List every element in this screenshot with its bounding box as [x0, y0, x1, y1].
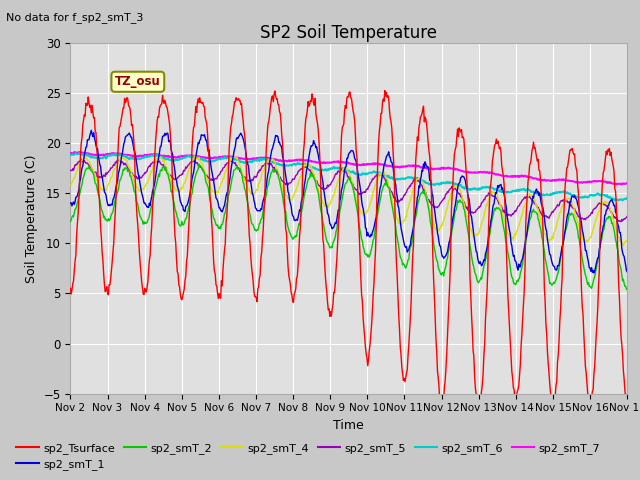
- sp2_smT_2: [221, 211, 228, 216]
- sp2_Tsurface: [134, 222, 141, 228]
- sp2_smT_2: [67, 219, 74, 225]
- sp2_smT_4: [67, 181, 74, 187]
- sp2_Tsurface: [438, 408, 445, 413]
- Text: No data for f_sp2_smT_3: No data for f_sp2_smT_3: [6, 12, 144, 23]
- sp2_smT_4: [620, 243, 627, 249]
- Line: sp2_smT_4: sp2_smT_4: [70, 156, 627, 246]
- Line: sp2_Tsurface: sp2_Tsurface: [70, 91, 627, 410]
- sp2_smT_7: [618, 181, 626, 187]
- sp2_smT_1: [590, 270, 598, 276]
- sp2_smT_4: [623, 237, 631, 243]
- sp2_smT_7: [77, 150, 85, 156]
- sp2_smT_6: [623, 195, 631, 201]
- sp2_smT_1: [88, 127, 95, 133]
- Y-axis label: Soil Temperature (C): Soil Temperature (C): [25, 154, 38, 283]
- Legend: sp2_Tsurface, sp2_smT_1, sp2_smT_2, sp2_smT_4, sp2_smT_5, sp2_smT_6, sp2_smT_7: sp2_Tsurface, sp2_smT_1, sp2_smT_2, sp2_…: [12, 438, 605, 474]
- sp2_smT_1: [221, 203, 228, 208]
- sp2_smT_1: [77, 177, 84, 182]
- sp2_smT_1: [134, 172, 142, 178]
- sp2_smT_7: [191, 153, 199, 159]
- sp2_smT_4: [434, 226, 442, 231]
- sp2_Tsurface: [191, 123, 198, 129]
- sp2_smT_5: [221, 164, 228, 170]
- sp2_smT_5: [434, 204, 442, 210]
- Line: sp2_smT_7: sp2_smT_7: [70, 152, 627, 184]
- sp2_smT_5: [77, 156, 85, 162]
- Line: sp2_smT_1: sp2_smT_1: [70, 130, 627, 273]
- sp2_smT_4: [417, 177, 425, 182]
- sp2_smT_2: [434, 258, 442, 264]
- sp2_smT_5: [77, 157, 84, 163]
- sp2_smT_5: [617, 219, 625, 225]
- sp2_smT_5: [417, 182, 425, 188]
- sp2_smT_4: [221, 172, 228, 178]
- X-axis label: Time: Time: [333, 419, 364, 432]
- sp2_smT_7: [221, 154, 228, 159]
- sp2_Tsurface: [67, 286, 74, 291]
- sp2_smT_4: [191, 153, 199, 158]
- sp2_smT_6: [619, 198, 627, 204]
- sp2_smT_5: [67, 168, 74, 173]
- sp2_Tsurface: [623, 391, 631, 397]
- sp2_smT_4: [134, 185, 141, 191]
- sp2_Tsurface: [220, 256, 228, 262]
- Title: SP2 Soil Temperature: SP2 Soil Temperature: [260, 24, 437, 42]
- sp2_smT_6: [191, 154, 199, 159]
- sp2_smT_2: [134, 202, 141, 207]
- sp2_smT_6: [221, 154, 228, 160]
- sp2_smT_7: [434, 166, 442, 171]
- sp2_Tsurface: [381, 88, 388, 94]
- Line: sp2_smT_6: sp2_smT_6: [70, 153, 627, 201]
- sp2_smT_1: [434, 230, 442, 236]
- sp2_smT_5: [623, 214, 631, 219]
- sp2_smT_7: [134, 153, 142, 159]
- sp2_smT_5: [191, 158, 199, 164]
- sp2_smT_2: [623, 287, 631, 293]
- Line: sp2_smT_5: sp2_smT_5: [70, 159, 627, 222]
- Line: sp2_smT_2: sp2_smT_2: [70, 164, 627, 290]
- sp2_smT_1: [417, 174, 425, 180]
- sp2_smT_7: [67, 151, 74, 156]
- sp2_smT_2: [417, 190, 425, 196]
- sp2_smT_6: [76, 150, 84, 156]
- sp2_smT_6: [134, 156, 142, 161]
- sp2_smT_2: [77, 188, 84, 193]
- sp2_smT_6: [77, 151, 85, 156]
- sp2_smT_1: [191, 157, 199, 163]
- sp2_smT_2: [195, 161, 203, 167]
- sp2_Tsurface: [77, 152, 84, 158]
- sp2_smT_7: [623, 181, 631, 187]
- sp2_smT_1: [67, 200, 74, 206]
- sp2_smT_1: [623, 269, 631, 275]
- Text: TZ_osu: TZ_osu: [115, 75, 161, 88]
- sp2_smT_7: [417, 165, 425, 170]
- sp2_smT_5: [134, 174, 142, 180]
- sp2_smT_7: [76, 149, 84, 155]
- sp2_smT_2: [191, 178, 198, 184]
- sp2_smT_4: [77, 162, 84, 168]
- sp2_smT_6: [434, 181, 442, 187]
- sp2_smT_6: [67, 152, 74, 158]
- sp2_Tsurface: [434, 368, 442, 374]
- sp2_smT_6: [417, 177, 425, 183]
- sp2_Tsurface: [417, 113, 425, 119]
- sp2_smT_4: [191, 156, 198, 162]
